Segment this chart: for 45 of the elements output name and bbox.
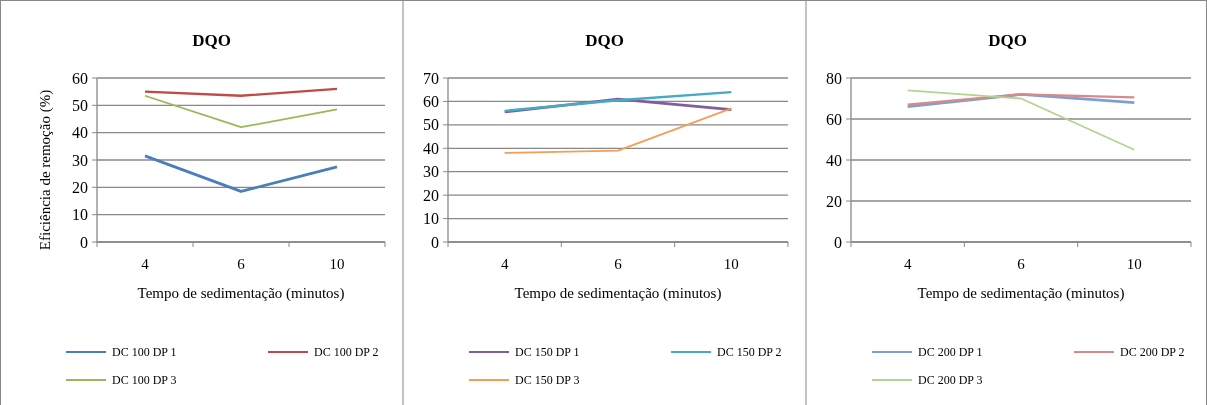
y-tick-label: 40: [826, 151, 842, 169]
y-tick-label: 20: [826, 192, 842, 210]
x-tick-label: 10: [329, 256, 345, 272]
y-tick-label: 20: [72, 178, 88, 196]
y-tick-label: 10: [72, 206, 88, 224]
x-tick-label: 6: [1017, 256, 1026, 272]
y-tick-label: 0: [834, 233, 842, 251]
chart-title: DQO: [585, 31, 624, 50]
y-tick-label: 30: [423, 163, 439, 181]
y-tick-label: 80: [826, 69, 842, 87]
y-tick-label: 0: [431, 233, 439, 251]
x-tick-label: 4: [903, 256, 912, 272]
y-tick-label: 70: [423, 69, 439, 87]
chart-title: DQO: [988, 31, 1027, 50]
y-tick-label: 30: [72, 151, 88, 169]
legend-label: DC 200 DP 3: [918, 373, 983, 388]
x-tick-label: 10: [1126, 256, 1142, 272]
y-tick-label: 40: [72, 124, 88, 142]
x-tick-label: 6: [614, 256, 623, 272]
x-tick-label: 4: [141, 256, 150, 272]
legend-label: DC 200 DP 2: [1120, 345, 1185, 360]
x-tick-label: 10: [723, 256, 739, 272]
y-tick-label: 20: [423, 186, 439, 204]
x-axis-title: Tempo de sedimentação (minutos): [917, 285, 1125, 302]
y-tick-label: 40: [423, 139, 439, 157]
x-axis-title: Tempo de sedimentação (minutos): [137, 285, 345, 302]
y-tick-label: 50: [72, 96, 88, 114]
y-axis-title: Eficiência de remoção (%): [37, 89, 54, 251]
legend-label: DC 100 DP 3: [112, 373, 177, 388]
legend-label: DC 150 DP 2: [717, 345, 782, 360]
legend-label: DC 150 DP 1: [515, 345, 580, 360]
x-tick-label: 4: [500, 256, 509, 272]
chart-title: DQO: [192, 31, 231, 50]
legend-label: DC 100 DP 1: [112, 345, 177, 360]
legend-label: DC 100 DP 2: [314, 345, 379, 360]
y-tick-label: 60: [826, 110, 842, 128]
x-tick-label: 6: [237, 256, 246, 272]
y-tick-label: 50: [423, 116, 439, 134]
x-axis-title: Tempo de sedimentação (minutos): [514, 285, 722, 302]
y-tick-label: 0: [80, 233, 88, 251]
legend-label: DC 200 DP 1: [918, 345, 983, 360]
y-tick-label: 60: [423, 93, 439, 111]
legend-label: DC 150 DP 3: [515, 373, 580, 388]
y-tick-label: 60: [72, 69, 88, 87]
y-tick-label: 10: [423, 210, 439, 228]
